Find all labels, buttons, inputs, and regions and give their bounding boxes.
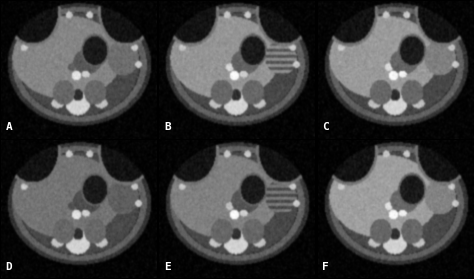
Text: F: F: [322, 261, 329, 271]
Text: A: A: [6, 122, 12, 132]
Text: E: E: [164, 261, 171, 271]
Text: B: B: [164, 122, 171, 132]
Text: D: D: [6, 261, 12, 271]
Text: C: C: [322, 122, 329, 132]
